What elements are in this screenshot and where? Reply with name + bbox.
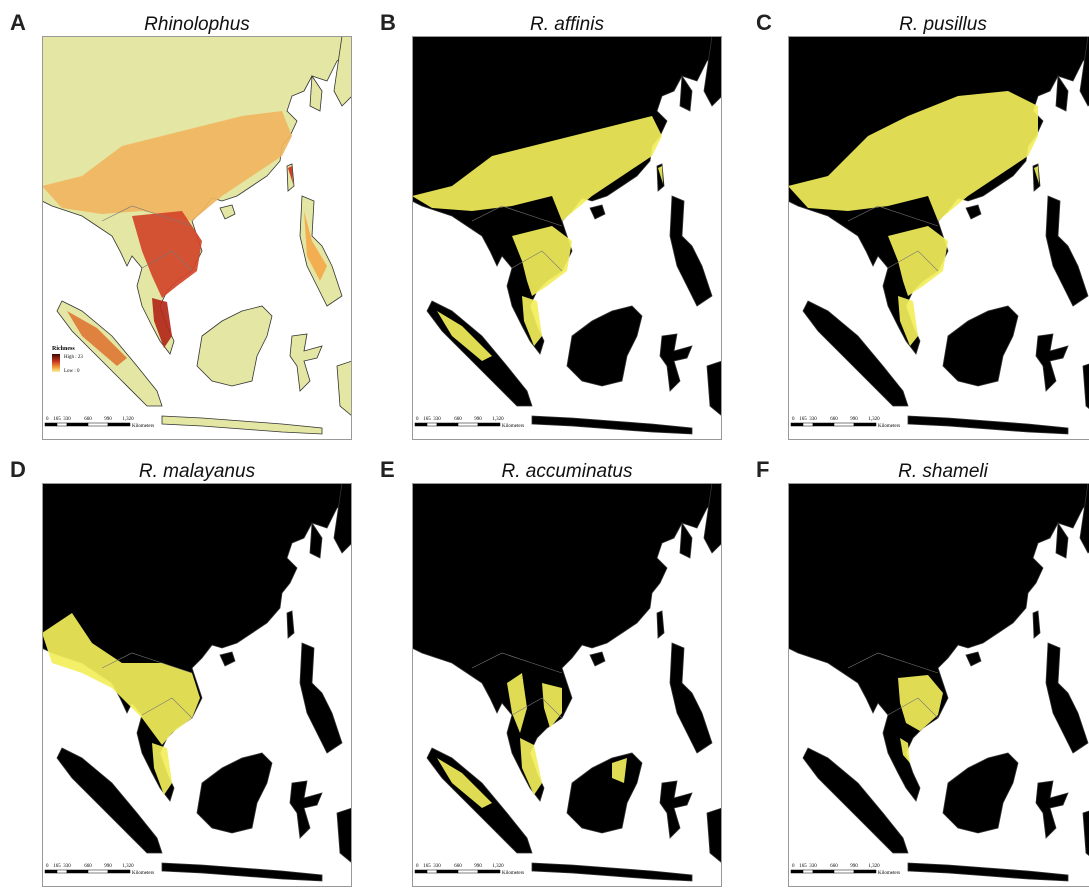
scale-label: 990 [104,864,112,869]
scale-label: 1,320 [492,864,504,869]
scale-label: 1,320 [868,417,880,422]
scale-segment [45,423,57,426]
scale-segment [427,423,437,426]
scale-label: 330 [433,864,441,869]
scale-segment [834,870,854,873]
scale-segment [57,423,67,426]
scale-label: 990 [104,417,112,422]
panel-letter: D [10,457,26,482]
scale-segment [458,423,478,426]
panel-title: R. malayanus [139,461,256,482]
scale-label: 165 [423,417,431,422]
scale-label: 660 [454,417,462,422]
panel-letter: C [756,10,772,35]
scale-segment [791,870,803,873]
scale-label: 660 [830,864,838,869]
panel-title: R. affinis [530,14,604,35]
scale-segment [478,870,500,873]
panel-title: R. shameli [898,461,989,482]
scale-segment [88,870,108,873]
scale-segment [813,423,834,426]
scale-label: 330 [63,864,71,869]
panel-letter: A [10,10,26,35]
scale-segment [458,870,478,873]
scale-unit: Kilometers [132,424,154,429]
scale-segment [834,423,854,426]
panel-letter: E [380,457,395,482]
scale-label: 330 [809,864,817,869]
map: 01653306609901,320Kilometers [788,483,1089,887]
scale-segment [803,423,813,426]
scale-label: 330 [809,417,817,422]
scale-label: 165 [53,864,61,869]
scale-segment [45,870,57,873]
scale-segment [57,870,67,873]
scale-label: 165 [799,417,807,422]
legend-title: Richness [52,346,75,352]
scale-label: 660 [84,864,92,869]
scale-segment [67,423,88,426]
scale-segment [108,870,130,873]
scale-unit: Kilometers [878,424,900,429]
legend-high: High : 23 [64,355,83,360]
panel-title: R. pusillus [899,14,987,35]
figure: ARhinolophusRichnessHigh : 23Low : 00165… [0,0,1089,896]
scale-segment [415,870,427,873]
scale-label: 660 [84,417,92,422]
map: 01653306609901,320Kilometers [412,483,722,887]
scale-unit: Kilometers [502,424,524,429]
scale-segment [854,423,876,426]
scale-segment [108,423,130,426]
panel-letter: F [756,457,769,482]
scale-label: 660 [830,417,838,422]
scale-label: 330 [433,417,441,422]
legend-swatch [52,354,60,372]
panel-title: Rhinolophus [144,14,250,35]
scale-segment [791,423,803,426]
scale-label: 660 [454,864,462,869]
scale-label: 165 [799,864,807,869]
scale-segment [813,870,834,873]
scale-segment [437,870,458,873]
scale-label: 990 [474,417,482,422]
scale-label: 1,320 [122,417,134,422]
scale-label: 330 [63,417,71,422]
scale-segment [415,423,427,426]
scale-label: 1,320 [122,864,134,869]
scale-segment [427,870,437,873]
scale-unit: Kilometers [878,871,900,876]
scale-unit: Kilometers [502,871,524,876]
map: 01653306609901,320Kilometers [412,36,722,440]
scale-unit: Kilometers [132,871,154,876]
scale-label: 990 [474,864,482,869]
scale-segment [67,870,88,873]
scale-segment [88,423,108,426]
scale-label: 990 [850,417,858,422]
panel-title: R. accuminatus [502,461,633,482]
scale-label: 1,320 [492,417,504,422]
legend-low: Low : 0 [64,369,80,374]
scale-segment [437,423,458,426]
scale-segment [854,870,876,873]
scale-label: 990 [850,864,858,869]
scale-segment [803,870,813,873]
scale-label: 165 [423,864,431,869]
panel-letter: B [380,10,396,35]
scale-segment [478,423,500,426]
scale-label: 165 [53,417,61,422]
scale-label: 1,320 [868,864,880,869]
